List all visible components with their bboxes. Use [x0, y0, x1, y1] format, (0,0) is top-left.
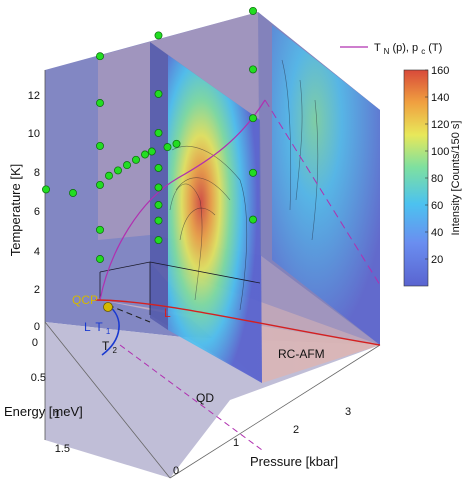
qcp-marker: [103, 302, 113, 312]
legend-end: (T): [428, 42, 442, 54]
data-point-28: [42, 185, 50, 194]
qd-label: QD: [196, 391, 214, 405]
legend-t: T: [374, 42, 381, 54]
colorbar-tick-80: 80: [431, 173, 443, 185]
legend-sub-c: c: [421, 47, 425, 56]
tn-curve: [99, 99, 266, 301]
energy-ticks: 0 0.5 1 1.5: [31, 337, 70, 455]
p-tick-0: 0: [173, 465, 179, 477]
t-tick-10: 10: [28, 128, 40, 140]
lt1-label-sub: 1: [106, 327, 111, 336]
data-point-26: [249, 168, 257, 177]
data-point-12: [96, 225, 104, 234]
colorbar-label: Intensity [Counts/150 s]: [450, 121, 462, 236]
t2-label-t: T: [102, 339, 110, 353]
lt1-label-t: T: [95, 320, 103, 334]
t2-line: [107, 304, 151, 323]
p-tick-3: 3: [345, 406, 351, 418]
e-tick-0: 0: [32, 337, 38, 349]
t2-label: T 2: [102, 339, 117, 355]
data-point-3: [154, 164, 163, 172]
t-tick-0: 0: [34, 321, 40, 333]
legend-mid: (p), p: [392, 42, 418, 54]
t-tick-12: 12: [28, 90, 40, 102]
t-tick-8: 8: [34, 167, 40, 179]
data-point-10: [96, 141, 104, 150]
data-point-13: [96, 255, 104, 263]
data-point-25: [249, 114, 257, 123]
data-point-7: [154, 236, 163, 245]
rc-afm-label: RC-AFM: [278, 347, 325, 361]
data-point-21: [172, 139, 181, 148]
lt1-label: L T 1: [84, 320, 111, 336]
data-point-20: [163, 143, 172, 152]
colorbar-tick-160: 160: [431, 65, 449, 77]
colorbar-tick-20: 20: [431, 254, 443, 266]
legend-sub-n: N: [384, 47, 390, 56]
data-point-1: [154, 89, 163, 98]
temperature-ticks: 0 2 4 6 8 10 12: [28, 90, 40, 333]
data-point-29: [69, 189, 77, 197]
t-tick-6: 6: [34, 206, 40, 218]
l-label: L: [164, 306, 171, 320]
data-point-16: [123, 161, 131, 170]
colorbar-ticks: 20 40 60 80 100 120 140 160: [425, 65, 449, 266]
t2-label-sub: 2: [112, 346, 117, 355]
e-tick-1: 1: [54, 409, 60, 421]
data-point-19: [147, 147, 156, 156]
colorbar-tick-100: 100: [431, 146, 449, 158]
qcp-label: QCP: [72, 293, 98, 307]
t-tick-2: 2: [34, 284, 40, 296]
colorbar: 20 40 60 80 100 120 140 160 Intensity [Counts/1…: [403, 65, 462, 287]
p-tick-1: 1: [233, 437, 239, 449]
legend-label: T N (p), p c (T): [374, 42, 442, 57]
data-point-8: [96, 52, 104, 61]
data-point-15: [114, 166, 122, 175]
data-point-14: [105, 171, 113, 180]
data-point-24: [249, 65, 257, 74]
e-tick-15: 1.5: [55, 443, 70, 455]
box-outline: [44, 70, 381, 479]
data-point-18: [141, 150, 149, 159]
data-point-9: [96, 99, 104, 107]
data-point-4: [154, 183, 163, 192]
data-point-2: [154, 128, 163, 137]
colorbar-tick-60: 60: [431, 200, 443, 212]
phase-lines: [94, 99, 381, 451]
data-point-5: [154, 201, 163, 209]
colorbar-tick-120: 120: [431, 119, 449, 131]
intensity-map-1: [168, 55, 262, 383]
l-line: [94, 299, 381, 346]
colorbar-scale: [403, 69, 429, 287]
pressure-ticks: 0 1 2 3: [173, 406, 351, 477]
e-tick-05: 0.5: [31, 372, 46, 384]
data-point-17: [132, 155, 140, 164]
p-tick-2: 2: [293, 424, 299, 436]
data-point-11: [96, 180, 104, 189]
data-point-0: [154, 31, 163, 40]
lt1-label-l: L: [84, 320, 91, 334]
legend: T N (p), p c (T): [340, 42, 442, 57]
pressure-axis-label: Pressure [kbar]: [250, 454, 338, 469]
tn-curve-dashed: [264, 99, 381, 286]
data-point-23: [249, 6, 257, 15]
data-point-6: [154, 216, 163, 225]
data-point-27: [249, 215, 257, 224]
energy-axis-label: Energy [meV]: [4, 404, 83, 419]
slice-plane-2: [258, 12, 380, 345]
t-tick-4: 4: [34, 246, 40, 258]
temperature-axis-label: Temperature [K]: [8, 164, 23, 257]
measurement-points: [42, 6, 257, 263]
colorbar-tick-140: 140: [431, 92, 449, 104]
colorbar-tick-40: 40: [431, 227, 443, 239]
